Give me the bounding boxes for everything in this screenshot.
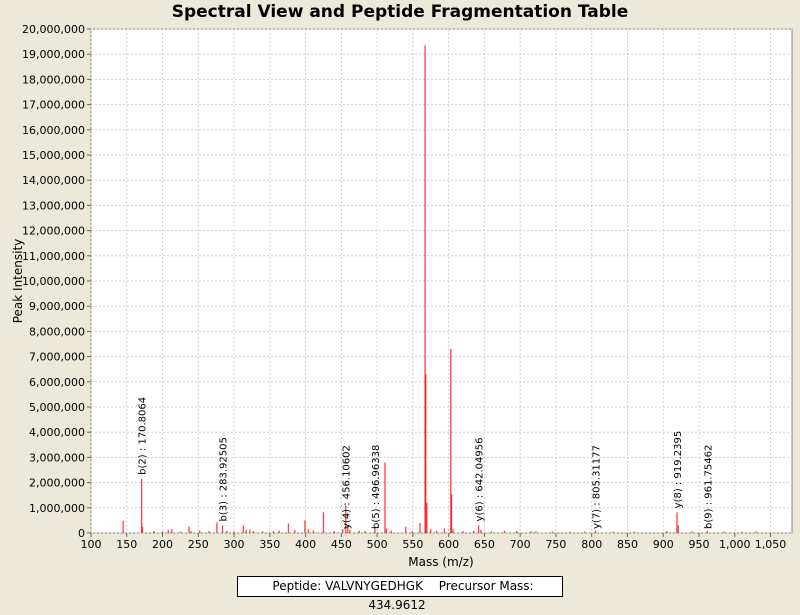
peak-annotation: b(5) : 496.96338 (371, 445, 382, 529)
spectrum-chart: b(2) : 170.8064 b(3) : 283.92505 y(4) : 45… (11, 23, 793, 569)
chart-title: Spectral View and Peptide Fragmentation … (171, 2, 629, 22)
x-tick-label: 1,000 (719, 538, 751, 551)
y-tick-label: 15,000,000 (22, 149, 85, 162)
y-tick-label: 10,000,000 (22, 275, 85, 288)
y-tick-label: 5,000,000 (29, 401, 85, 414)
x-tick-label: 750 (545, 538, 566, 551)
x-tick-label: 450 (331, 538, 352, 551)
peak-annotation: b(2) : 170.8064 (138, 397, 149, 475)
y-tick-label: 20,000,000 (22, 23, 85, 36)
peak-annotation: y(6) : 642.04956 (475, 438, 486, 522)
y-tick-label: 9,000,000 (29, 300, 85, 313)
y-tick-label: 16,000,000 (22, 124, 85, 137)
x-tick-label: 950 (689, 538, 710, 551)
y-tick-label: 14,000,000 (22, 174, 85, 187)
peptide-label: Peptide: VALVNYGEDHGK (272, 579, 423, 593)
peak-annotation: y(8) : 919.2395 (673, 431, 684, 509)
y-tick-label: 6,000,000 (29, 376, 85, 389)
y-tick-label: 7,000,000 (29, 351, 85, 364)
y-tick-label: 3,000,000 (29, 451, 85, 464)
peak-annotation: y(7) : 805.31177 (592, 445, 603, 529)
x-tick-label: 650 (474, 538, 495, 551)
x-tick-label: 200 (152, 538, 173, 551)
peak-annotation: y(4) : 456.10602 (342, 445, 353, 529)
x-tick-label: 800 (581, 538, 602, 551)
x-tick-label: 550 (402, 538, 423, 551)
axes-layer: 0 1,000,000 2,000,000 3,000,000 4,000,000 5,0… (22, 23, 786, 551)
y-tick-label: 18,000,000 (22, 73, 85, 86)
peak-annotation: b(9) : 961.75462 (703, 445, 714, 529)
grid-layer (90, 28, 792, 534)
y-tick-label: 4,000,000 (29, 426, 85, 439)
x-tick-label: 900 (653, 538, 674, 551)
x-tick-label: 600 (438, 538, 459, 551)
x-tick-label: 400 (295, 538, 316, 551)
x-tick-label: 500 (367, 538, 388, 551)
x-tick-label: 150 (116, 538, 137, 551)
x-tick-label: 350 (259, 538, 280, 551)
x-tick-label: 300 (224, 538, 245, 551)
peak-annotation: b(3) : 283.92505 (219, 437, 230, 521)
y-tick-label: 19,000,000 (22, 48, 85, 61)
y-tick-label: 8,000,000 (29, 325, 85, 338)
y-tick-label: 1,000,000 (29, 502, 85, 515)
x-axis-label: Mass (m/z) (408, 555, 473, 569)
y-tick-label: 2,000,000 (29, 477, 85, 490)
x-tick-label: 250 (188, 538, 209, 551)
x-tick-label: 700 (510, 538, 531, 551)
y-tick-label: 0 (78, 527, 85, 540)
y-tick-label: 13,000,000 (22, 199, 85, 212)
peaks-layer (122, 45, 757, 533)
x-tick-label: 850 (617, 538, 638, 551)
y-tick-label: 11,000,000 (22, 250, 85, 263)
y-tick-label: 12,000,000 (22, 225, 85, 238)
y-tick-label: 17,000,000 (22, 99, 85, 112)
footer-info-box: Peptide: VALVNYGEDHGK Precursor Mass: 43… (237, 576, 563, 612)
annotations-layer: b(2) : 170.8064 b(3) : 283.92505 y(4) : 45… (138, 397, 715, 529)
y-axis-label: Peak Intensity (11, 239, 25, 324)
x-tick-label: 100 (81, 538, 102, 551)
x-tick-label: 1,050 (755, 538, 787, 551)
